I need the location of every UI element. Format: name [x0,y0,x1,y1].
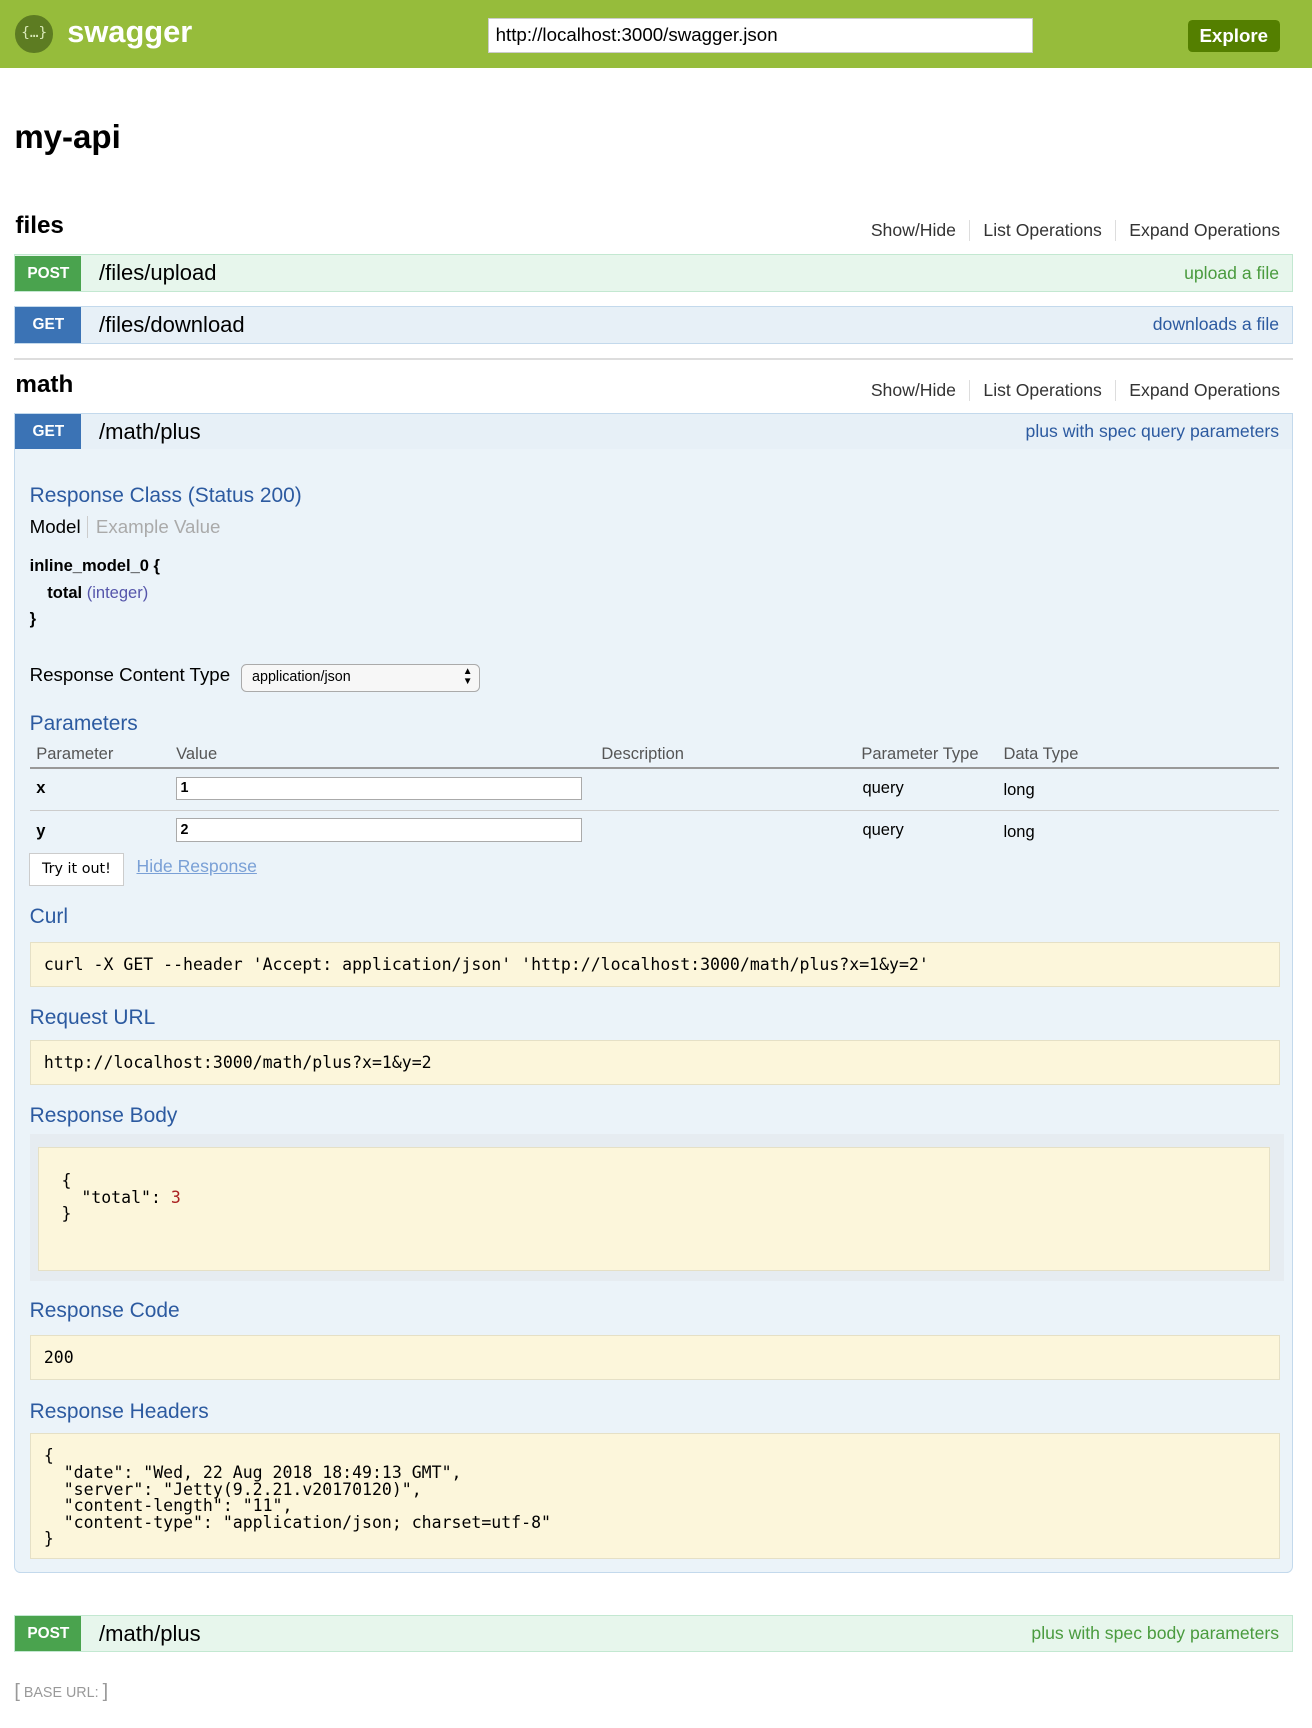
operation-summary[interactable]: plus with spec body parameters [1031,1623,1280,1644]
method-badge: GET [15,414,82,450]
model-tabs: Model Example Value [30,515,221,538]
model-tab[interactable]: Model [30,515,89,538]
content-type-value: application/json [252,668,351,685]
curl-box: curl -X GET --header 'Accept: applicatio… [29,941,1280,987]
section-links: Show/Hide List Operations Expand Operati… [858,220,1280,242]
column-header: Parameter [36,743,114,763]
curl-heading: Curl [29,905,68,929]
expand-operations-link[interactable]: Expand Operations [1115,380,1280,402]
table-divider [29,766,1279,769]
parameters-heading: Parameters [29,711,138,735]
list-operations-link[interactable]: List Operations [969,380,1115,402]
spec-url-input[interactable] [488,17,1034,53]
operation-row[interactable]: POST /math/plus plus with spec body para… [14,1614,1294,1653]
response-body-wrap: { "total": 3 } [29,1133,1285,1282]
operation-row[interactable]: POST /files/upload upload a file [14,254,1294,292]
column-header: Data Type [1003,743,1079,763]
select-arrows-icon: ▲ ▼ [462,666,473,688]
response-body-heading: Response Body [29,1103,178,1127]
property-type: (integer) [86,582,149,602]
model-close: } [29,609,37,629]
page-title: my-api [14,118,121,156]
operation-path[interactable]: /math/plus [99,1620,201,1646]
expand-operations-link[interactable]: Expand Operations [1115,220,1280,242]
section-title[interactable]: files [15,211,64,239]
column-header: Value [176,743,218,763]
show-hide-link[interactable]: Show/Hide [870,220,956,241]
swagger-logo-icon: {…} [15,15,53,53]
response-headers: { "date": "Wed, 22 Aug 2018 18:49:13 GMT… [43,1446,551,1549]
method-badge: GET [15,307,82,343]
brand[interactable]: swagger [67,14,193,50]
content-type-select[interactable]: application/json ▲ ▼ [241,664,481,692]
param-type: query [862,777,904,797]
response-headers-heading: Response Headers [29,1400,209,1424]
content-type-label: Response Content Type [29,664,231,686]
param-type: query [862,819,904,839]
try-it-out-button[interactable]: Try it out! [28,852,125,886]
operation-row[interactable]: GET /math/plus plus with spec query para… [14,413,1294,451]
data-type: long [1003,779,1035,799]
list-operations-link[interactable]: List Operations [969,220,1115,242]
row-divider [29,809,1279,811]
response-body-box: { "total": 3 } [38,1146,1271,1272]
header: {…} swagger Explore [0,0,1312,69]
method-badge: POST [15,255,82,291]
operation-path[interactable]: /files/upload [99,260,217,286]
response-body: { "total": 3 } [61,1171,181,1224]
model-property: total (integer) [47,583,148,603]
param-name: x [36,777,46,797]
method-badge: POST [15,1616,82,1652]
column-header: Parameter Type [861,743,979,763]
operation-detail: Response Class (Status 200) Model Exampl… [14,449,1294,1574]
section-links: Show/Hide List Operations Expand Operati… [858,380,1280,402]
column-header: Description [601,743,684,763]
divider [14,358,1294,360]
show-hide-link[interactable]: Show/Hide [870,380,956,401]
response-class-heading: Response Class (Status 200) [29,483,302,507]
operation-summary[interactable]: plus with spec query parameters [1025,421,1280,442]
base-url-label: BASE URL [23,1684,95,1701]
property-name: total [47,582,83,602]
param-x-input[interactable] [176,776,582,800]
section-title[interactable]: math [15,371,74,399]
param-name: y [36,820,46,840]
data-type: long [1003,821,1035,841]
response-code-box: 200 [29,1335,1280,1381]
operation-summary[interactable]: downloads a file [1152,314,1280,335]
param-y-input[interactable] [176,818,582,842]
request-url-heading: Request URL [29,1005,156,1029]
response-headers-box: { "date": "Wed, 22 Aug 2018 18:49:13 GMT… [29,1433,1280,1559]
example-value-tab[interactable]: Example Value [95,515,221,537]
request-url-box: http://localhost:3000/math/plus?x=1&y=2 [29,1039,1280,1086]
operation-path[interactable]: /math/plus [99,418,201,444]
response-code-heading: Response Code [29,1298,180,1322]
operation-row[interactable]: GET /files/download downloads a file [14,306,1294,344]
base-url: [ BASE URL: ] [14,1679,109,1702]
model-name: inline_model_0 { [29,556,160,576]
operation-summary[interactable]: upload a file [1184,262,1280,283]
hide-response-link[interactable]: Hide Response [136,855,257,876]
explore-button[interactable]: Explore [1187,19,1281,52]
operation-path[interactable]: /files/download [99,311,245,337]
